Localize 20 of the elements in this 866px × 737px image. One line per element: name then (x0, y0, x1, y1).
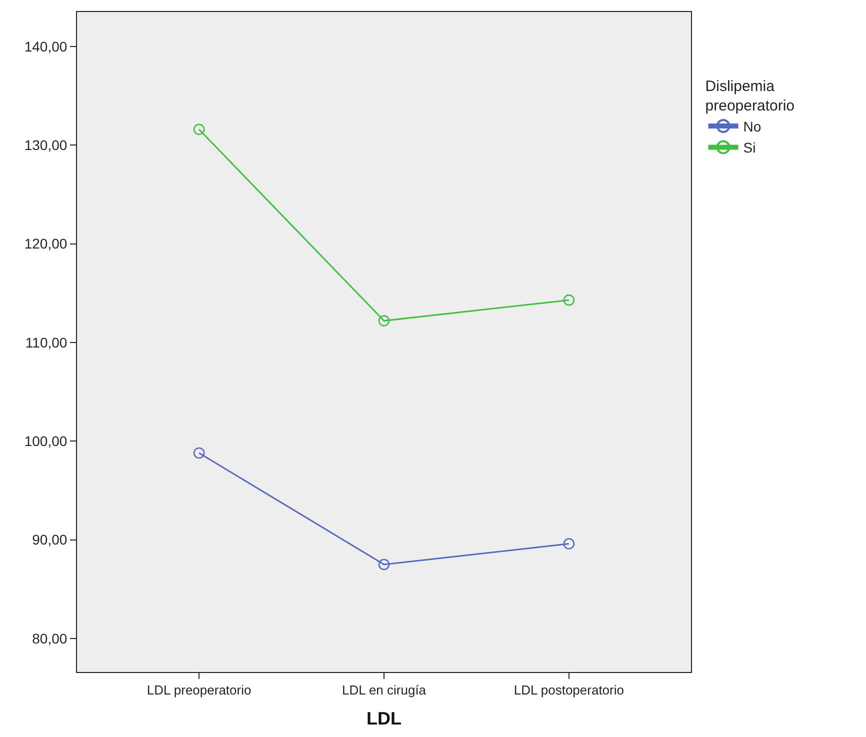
y-tick-label: 120,00 (24, 236, 68, 252)
point (378, 558, 390, 570)
y-tick-label: 110,00 (25, 334, 68, 350)
point (193, 124, 205, 136)
y-tick-label: 80,00 (32, 630, 68, 646)
legend-title: Dislipemia preoperatorio (705, 78, 795, 114)
x-tick-label: LDL postoperatorio (514, 682, 624, 698)
x-tick-label: LDL preoperatorio (146, 682, 252, 698)
legend-label: Si (743, 140, 756, 156)
y-tick-label: 90,00 (32, 532, 68, 548)
point (378, 315, 390, 326)
x-tick-label: LDL en cirugía (342, 682, 427, 698)
x-axis-title: LDL (366, 708, 402, 729)
point (563, 538, 575, 550)
y-tick-label: 130,00 (24, 137, 68, 154)
y-tick-label: 100,00 (24, 433, 68, 450)
point (193, 447, 205, 459)
legend-label: No (743, 118, 762, 134)
point (563, 294, 575, 306)
y-tick-label: 140,00 (24, 38, 68, 54)
